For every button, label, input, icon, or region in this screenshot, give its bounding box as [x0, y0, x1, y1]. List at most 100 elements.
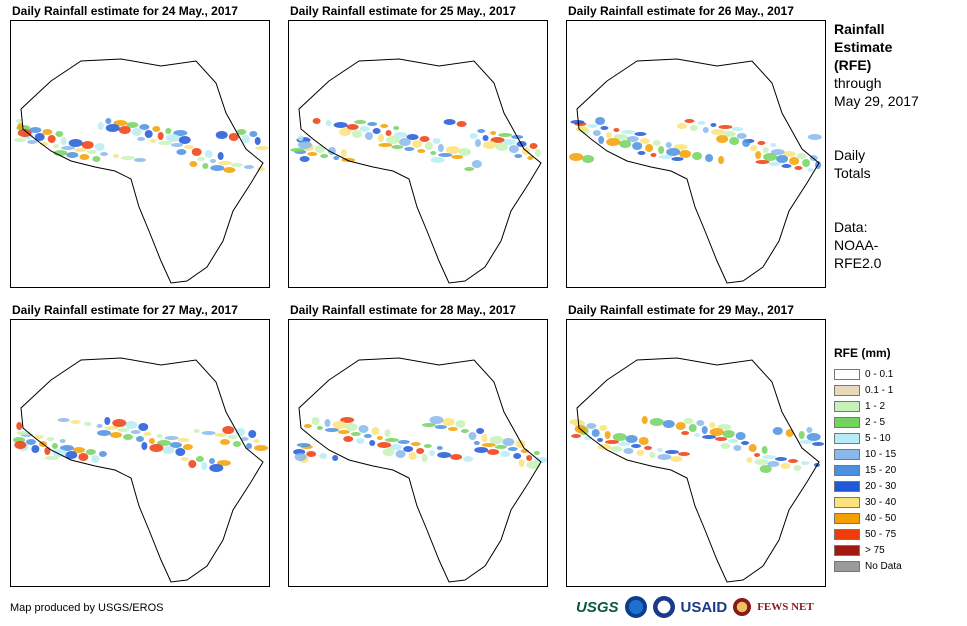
legend-item: 40 - 50 [834, 510, 964, 526]
rainfall-patch [717, 424, 732, 430]
rainfall-patch [377, 442, 392, 448]
legend-label: 30 - 40 [865, 496, 897, 508]
legend-label: 1 - 2 [865, 400, 886, 412]
rainfall-patch [68, 139, 83, 147]
rainfall-patch [571, 434, 582, 438]
africa-outline [576, 357, 820, 583]
rainfall-patch [759, 465, 772, 473]
rainfall-patch [290, 148, 305, 152]
rainfall-patch [604, 431, 611, 439]
rainfall-patch [742, 139, 751, 147]
rainfall-patch [177, 438, 190, 442]
rainfall-patch [227, 435, 238, 439]
rainfall-patch [490, 131, 497, 135]
rainfall-patch [180, 457, 189, 461]
legend-item: 0 - 0.1 [834, 366, 964, 382]
rainfall-patch [40, 142, 49, 146]
rainfall-patch [72, 447, 85, 453]
rainfall-patch [527, 156, 534, 160]
rainfall-patch [216, 460, 231, 466]
rainfall-patch [770, 149, 785, 155]
rainfall-patch [118, 126, 131, 134]
rainfall-patch [16, 119, 22, 123]
rainfall-patch [135, 436, 144, 442]
rainfall-patch [796, 153, 807, 159]
rainfall-patch [705, 154, 714, 162]
rainfall-patch [376, 436, 383, 440]
rainfall-patch [34, 133, 45, 141]
rainfall-patch [406, 134, 419, 140]
rainfall-patch [666, 148, 681, 156]
rainfall-patch [316, 426, 323, 430]
rainfall-patch [391, 145, 404, 149]
rainfall-patch [421, 423, 436, 427]
rainfall-patch [634, 132, 647, 136]
rainfall-patch [393, 132, 408, 138]
rainfall-patch [337, 430, 350, 434]
rainfall-patch [210, 165, 225, 171]
rainfall-patch [16, 422, 23, 430]
rainfall-patch [489, 436, 504, 444]
rainfall-patch [665, 450, 680, 454]
rainfall-patch [85, 449, 96, 455]
legend-swatch [834, 464, 860, 476]
rainfall-patch [807, 168, 814, 172]
rainfall-patch [718, 125, 733, 129]
rainfall-patch [416, 448, 425, 454]
rainfall-patch [702, 435, 717, 439]
rainfall-patch [610, 446, 623, 452]
rainfall-patch [631, 444, 642, 448]
rainfall-patch [438, 153, 453, 157]
legend-item: 5 - 10 [834, 430, 964, 446]
rainfall-patch [253, 445, 268, 451]
rainfall-patch [757, 141, 766, 145]
rainfall-patch [78, 453, 89, 461]
legend-swatch [834, 512, 860, 524]
rainfall-patch [507, 447, 518, 451]
rainfall-patch [324, 419, 331, 427]
rainfall-patch [437, 144, 444, 152]
rainfall-patch [460, 429, 469, 433]
panel-title: Daily Rainfall estimate for 28 May., 201… [290, 303, 516, 317]
rainfall-patch [697, 121, 706, 125]
rainfall-patch [613, 134, 628, 140]
rainfall-patch [294, 453, 307, 461]
rainfall-patch [59, 439, 66, 443]
rainfall-patch [178, 136, 191, 144]
rainfall-patch [112, 419, 127, 427]
rainfall-patch [762, 147, 769, 153]
legend-title: RFE (mm) [834, 346, 891, 360]
rainfall-patch [621, 130, 636, 134]
rainfall-patch [17, 123, 24, 129]
legend-item: 50 - 75 [834, 526, 964, 542]
rainfall-patch [52, 449, 67, 457]
legend-item: > 75 [834, 542, 964, 558]
through-date: May 29, 2017 [834, 93, 919, 109]
fews-net-logo: FEWS NET [757, 601, 814, 613]
rainfall-patch [429, 450, 436, 456]
rainfall-map [10, 319, 270, 587]
rainfall-patch [202, 163, 209, 169]
rainfall-patch [158, 141, 173, 145]
rainfall-patch [679, 150, 692, 158]
rainfall-patch [715, 437, 728, 441]
rainfall-patch [598, 136, 605, 144]
map-description: Rainfall Estimate (RFE) through May 29, … [834, 20, 964, 272]
rainfall-patch [709, 428, 724, 436]
rainfall-patch [450, 454, 463, 460]
rainfall-patch [197, 157, 206, 161]
rainfall-patch [97, 122, 104, 130]
legend-item: 2 - 5 [834, 414, 964, 430]
legend-swatch [834, 432, 860, 444]
rainfall-patch [369, 440, 376, 446]
rainfall-patch [138, 423, 149, 431]
rainfall-patch [785, 429, 794, 437]
rainfall-patch [380, 124, 389, 128]
rainfall-patch [100, 152, 109, 156]
rainfall-patch [741, 441, 750, 445]
rainfall-patch [451, 155, 464, 159]
rainfall-patch [125, 421, 138, 429]
rainfall-patch [332, 455, 339, 461]
rainfall-patch [735, 432, 746, 440]
rainfall-patch [675, 422, 686, 430]
